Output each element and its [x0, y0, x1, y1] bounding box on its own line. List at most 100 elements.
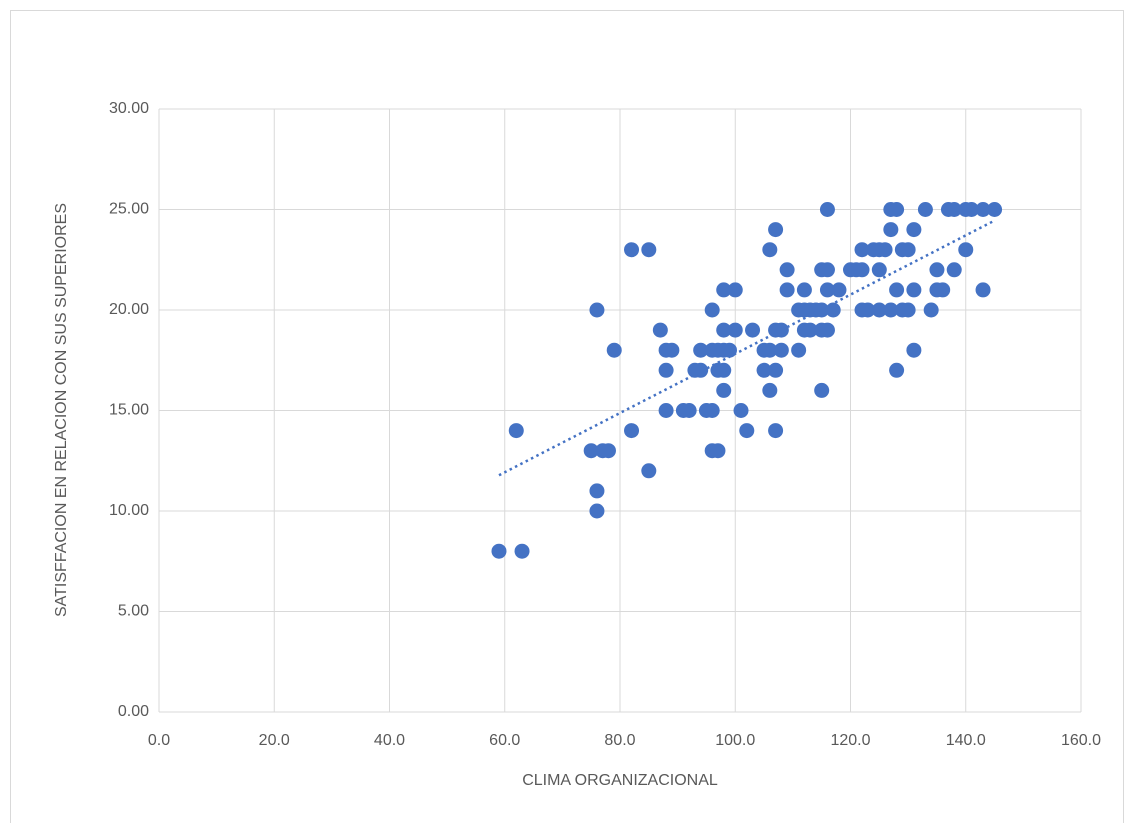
scatter-point [877, 242, 893, 258]
y-tick-label: 15.00 [109, 402, 149, 419]
scatter-point [716, 282, 732, 298]
scatter-point [768, 423, 784, 439]
scatter-point [641, 242, 657, 258]
scatter-point [762, 342, 778, 358]
scatter-point [693, 342, 709, 358]
scatter-point [819, 262, 835, 278]
x-tick-label: 120.0 [830, 732, 870, 749]
scatter-point [929, 262, 945, 278]
x-tick-label: 40.0 [374, 732, 405, 749]
x-axis-title: CLIMA ORGANIZACIONAL [522, 772, 718, 789]
scatter-point [889, 362, 905, 378]
scatter-point [819, 322, 835, 338]
scatter-point [583, 443, 599, 459]
trendline [498, 219, 996, 477]
scatter-point [825, 302, 841, 318]
scatter-point [923, 302, 939, 318]
x-tick-label: 0.0 [148, 732, 170, 749]
scatter-point [704, 302, 720, 318]
y-tick-label: 10.00 [109, 502, 149, 519]
scatter-point [906, 342, 922, 358]
scatter-point [733, 403, 749, 418]
scatter-point [854, 242, 870, 258]
x-tick-label: 100.0 [715, 732, 755, 749]
scatter-point [762, 242, 778, 258]
scatter-point [906, 222, 922, 238]
y-tick-label: 5.00 [118, 603, 149, 620]
scatter-point [652, 322, 668, 338]
scatter-point [946, 262, 962, 278]
scatter-point [739, 423, 755, 439]
y-tick-label: 0.00 [118, 703, 149, 720]
y-tick-label: 25.00 [109, 201, 149, 218]
scatter-point [589, 302, 605, 318]
scatter-point [508, 423, 524, 439]
scatter-point [975, 282, 991, 298]
scatter-point [883, 222, 899, 238]
scatter-point [624, 423, 640, 439]
scatter-point [589, 483, 605, 499]
scatter-point [606, 342, 622, 358]
scatter-point [589, 503, 605, 519]
scatter-point [756, 362, 772, 378]
scatter-point [693, 362, 709, 378]
scatter-point [658, 403, 674, 418]
scatter-point [819, 282, 835, 298]
scatter-point [716, 362, 732, 378]
scatter-point [889, 202, 905, 217]
scatter-point [796, 282, 812, 298]
scatter-point [802, 322, 818, 338]
scatter-point [860, 302, 876, 318]
scatter-point [491, 543, 507, 559]
scatter-point [727, 282, 743, 298]
scatter-point [600, 443, 616, 459]
x-tick-label: 140.0 [946, 732, 986, 749]
scatter-point [773, 322, 789, 338]
scatter-point [964, 202, 980, 217]
scatter-point [871, 262, 887, 278]
scatter-point [814, 382, 830, 398]
y-tick-label: 30.00 [109, 100, 149, 117]
scatter-point [773, 342, 789, 358]
scatter-point [664, 342, 680, 358]
y-tick-label: 20.00 [109, 301, 149, 318]
scatter-point [946, 202, 962, 217]
scatter-point [906, 282, 922, 298]
scatter-point [716, 382, 732, 398]
y-axis-title: SATISFFACION EN RELACION CON SUS SUPERIO… [53, 203, 70, 617]
scatter-point [768, 222, 784, 238]
x-tick-label: 60.0 [489, 732, 520, 749]
scatter-point [987, 202, 1003, 217]
scatter-point [716, 322, 732, 338]
chart-frame [10, 10, 1124, 823]
scatter-point [681, 403, 697, 418]
scatter-point [721, 342, 737, 358]
x-tick-label: 80.0 [604, 732, 635, 749]
scatter-point [624, 242, 640, 258]
scatter-point [727, 322, 743, 338]
scatter-point [889, 282, 905, 298]
x-tick-label: 160.0 [1061, 732, 1101, 749]
scatter-point [779, 262, 795, 278]
scatter-point [900, 302, 916, 318]
x-tick-label: 20.0 [259, 732, 290, 749]
scatter-point [958, 242, 974, 258]
scatter-point [900, 242, 916, 258]
scatter-point [514, 543, 530, 559]
scatter-point [871, 302, 887, 318]
scatter-point [710, 443, 726, 459]
scatter-point [658, 362, 674, 378]
scatter-point [779, 282, 795, 298]
scatter-point [819, 202, 835, 217]
scatter-point [745, 322, 761, 338]
scatter-point [762, 382, 778, 398]
scatter-point [883, 302, 899, 318]
scatter-point [854, 262, 870, 278]
scatter-point [975, 202, 991, 217]
scatter-point [641, 463, 657, 479]
scatter-point [704, 403, 720, 418]
scatter-point [935, 282, 951, 298]
scatter-point [917, 202, 933, 217]
scatter-point [768, 362, 784, 378]
